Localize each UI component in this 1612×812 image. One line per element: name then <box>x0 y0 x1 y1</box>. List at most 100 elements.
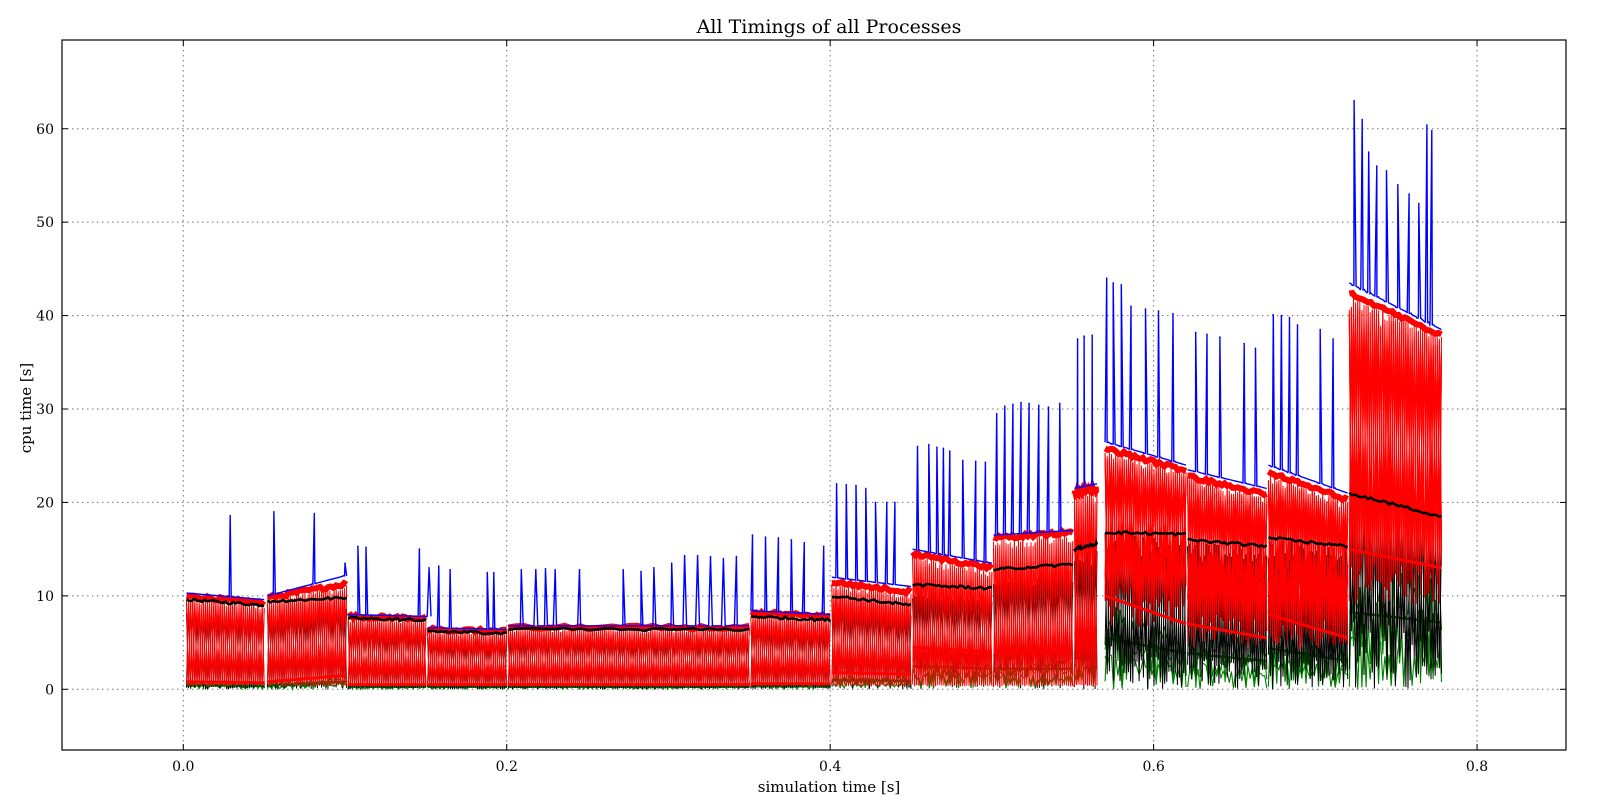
y-tick-label: 40 <box>36 309 54 325</box>
blue-spike-point <box>751 534 754 536</box>
blue-spike-point <box>357 545 359 548</box>
blue-spike-point <box>1296 324 1299 326</box>
series-blue-line <box>186 515 265 601</box>
y-axis-label: cpu time [s] <box>17 363 35 454</box>
blue-spike-point <box>1028 402 1030 405</box>
blue-spike-point <box>1120 284 1123 286</box>
series-red-lower-line <box>912 645 992 654</box>
series-red-trace <box>993 534 1074 687</box>
series-black-trace <box>1073 551 1098 690</box>
series-black-line <box>1187 537 1268 549</box>
x-tick-label: 0.8 <box>1466 759 1488 775</box>
series-red-lower-line <box>831 671 911 676</box>
series-black-line <box>993 562 1074 572</box>
blue-spike-point <box>949 450 951 452</box>
y-tick-label: 10 <box>36 589 54 605</box>
blue-spike-point <box>554 568 556 571</box>
series-red-band <box>267 579 349 602</box>
blue-spike-point <box>520 568 523 571</box>
series-black-line <box>1267 535 1349 549</box>
series-blue-line <box>348 546 432 618</box>
blue-spike-point <box>428 567 430 569</box>
series-black-trace <box>1267 540 1349 690</box>
tick-layer: 0.0 0.2 0.4 0.6 0.8 0 10 20 30 40 50 60 <box>36 40 1566 775</box>
series-black-line <box>1105 530 1187 537</box>
blue-spike-point <box>622 568 624 571</box>
series-red-band <box>1266 468 1350 504</box>
series-green-line <box>186 683 265 687</box>
series-red-trace <box>1348 302 1442 600</box>
series-red-lower-line <box>1267 613 1349 640</box>
blue-spike-point <box>886 501 888 504</box>
series-red-trace <box>1187 477 1268 648</box>
x-tick-label: 0.0 <box>172 759 194 775</box>
grid-layer <box>62 40 1566 750</box>
blue-spike-point <box>1332 338 1334 340</box>
series-red-lower-line <box>1348 547 1442 570</box>
blue-spike-point <box>365 546 367 549</box>
blue-spike-point <box>1144 308 1147 310</box>
series-red-band <box>1348 289 1443 338</box>
blue-spike-point <box>1385 170 1388 172</box>
blue-spike-point <box>845 483 848 486</box>
blue-spike-point <box>764 536 767 538</box>
blue-spike-point <box>865 487 867 490</box>
blue-spike-point <box>1047 406 1050 408</box>
blue-spike-point <box>493 571 495 574</box>
blue-spike-point <box>273 511 275 513</box>
series-red-trace <box>912 556 993 687</box>
blue-spike-point <box>1012 403 1014 406</box>
y-tick-label: 20 <box>36 495 54 511</box>
blue-spike-point <box>344 562 346 564</box>
blue-spike-point <box>1194 331 1197 334</box>
blue-spike-point <box>418 548 421 550</box>
series-red-band <box>186 592 266 608</box>
blue-spike-point <box>1426 124 1428 126</box>
blue-spike-point <box>722 557 725 560</box>
blue-spike-point <box>962 459 964 462</box>
series-red-lower-line <box>1187 622 1268 640</box>
series-black-line <box>1348 491 1442 518</box>
blue-spike-point <box>1038 404 1040 407</box>
series-red-band <box>992 526 1075 542</box>
y-tick-label: 50 <box>36 215 54 231</box>
blue-spike-point <box>683 554 686 557</box>
blue-spike-point <box>855 484 857 487</box>
blue-spike-point <box>544 568 547 570</box>
axes-frame <box>61 39 1567 751</box>
series-red-band <box>1071 476 1100 501</box>
blue-spike-point <box>1280 314 1283 317</box>
blue-spike-point <box>670 562 673 564</box>
blue-spike-point <box>640 570 642 573</box>
series-red-band <box>1103 445 1188 474</box>
series-black-line <box>912 582 993 591</box>
series-blue-line <box>427 565 507 631</box>
blue-spike-point <box>735 555 738 558</box>
series-blue-line <box>1348 100 1442 331</box>
blue-spike-point <box>995 412 998 415</box>
series-green-trace <box>1104 653 1187 690</box>
blue-spike-point <box>803 541 806 544</box>
series-blue-line <box>267 511 348 597</box>
blue-spike-point <box>696 554 699 557</box>
y-tick-label: 60 <box>36 122 54 138</box>
series-black-line <box>427 629 507 636</box>
blue-spike-point <box>1243 342 1245 345</box>
blue-spike-point <box>1020 401 1022 404</box>
x-tick-label: 0.2 <box>496 759 518 775</box>
blue-spike-point <box>822 545 825 548</box>
series-red-band <box>749 607 831 621</box>
blue-spike-point <box>1091 334 1093 337</box>
blue-spike-point <box>1059 402 1061 405</box>
x-axis-label: simulation time [s] <box>758 778 901 796</box>
series-blue-line <box>750 535 831 616</box>
series-red-trace <box>1104 452 1187 626</box>
series-black-trace <box>1104 538 1187 690</box>
blue-spike-point <box>486 571 489 574</box>
blue-spike-point <box>974 460 977 463</box>
blue-spike-point <box>790 539 793 541</box>
blue-spike-point <box>1319 328 1321 331</box>
y-tick-label: 0 <box>45 682 54 698</box>
blue-spike-point <box>835 483 838 485</box>
series-red-trace <box>1267 481 1349 618</box>
